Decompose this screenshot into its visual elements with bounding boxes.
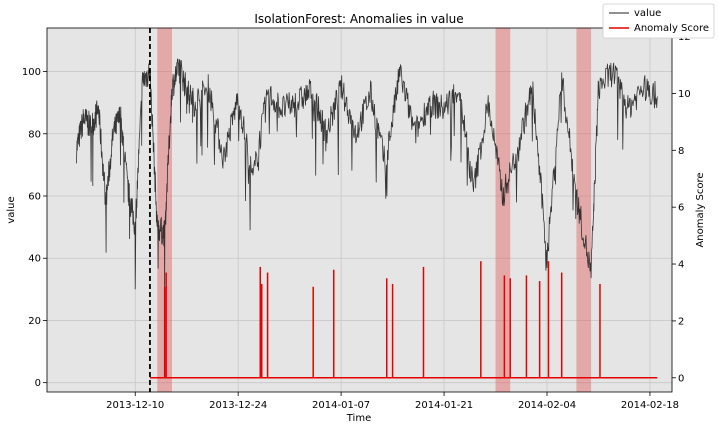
y2-tick-label-2: 4: [678, 260, 684, 271]
y-tick-label-2: 40: [28, 254, 41, 265]
legend: value Anomaly Score: [602, 3, 715, 39]
x-tick-label-5: 2014-02-18: [621, 400, 679, 411]
anomaly-score-layer: [149, 261, 658, 379]
y-axis-label: value: [6, 196, 17, 223]
y-tick-layer: 0 20 40 60 80 100: [22, 67, 47, 389]
series-line-value: [76, 58, 658, 290]
y2-axis-label: Anomaly Score: [695, 172, 706, 247]
legend-label-value: value: [634, 8, 661, 19]
anomaly-window-layer: [157, 28, 592, 392]
y2-tick-label-4: 8: [678, 146, 684, 157]
anomaly-window-1: [495, 28, 511, 392]
y2-tick-layer: 024681012: [672, 32, 691, 384]
y-tick-label-1: 20: [28, 316, 41, 327]
y2-tick-label-1: 2: [678, 316, 684, 327]
x-tick-layer: 2013-12-10 2013-12-24 2014-01-07 2014-01-21…: [106, 392, 679, 411]
x-tick-label-2: 2014-01-07: [312, 400, 370, 411]
x-tick-label-4: 2014-02-04: [518, 400, 576, 411]
y-tick-label-3: 60: [28, 192, 41, 203]
anomaly-window-2: [576, 28, 592, 392]
x-tick-label-0: 2013-12-10: [106, 400, 164, 411]
y-tick-label-5: 100: [22, 67, 41, 78]
anomaly-window-0: [157, 28, 172, 392]
y-tick-label-0: 0: [35, 378, 41, 389]
y2-tick-label-0: 0: [678, 373, 684, 384]
plot-area: [47, 28, 672, 392]
y-tick-label-4: 80: [28, 129, 41, 140]
x-axis-label: Time: [346, 413, 371, 424]
value-series-layer: [76, 58, 658, 290]
legend-box: [602, 3, 715, 39]
plot-frame: [46, 27, 673, 393]
y2-tick-label-3: 6: [678, 203, 684, 214]
legend-label-anomaly-score: Anomaly Score: [634, 23, 709, 34]
y2-tick-label-5: 10: [678, 89, 691, 100]
chart-title: IsolationForest: Anomalies in value: [254, 12, 463, 26]
x-tick-label-1: 2013-12-24: [209, 400, 267, 411]
x-tick-label-3: 2014-01-21: [415, 400, 473, 411]
